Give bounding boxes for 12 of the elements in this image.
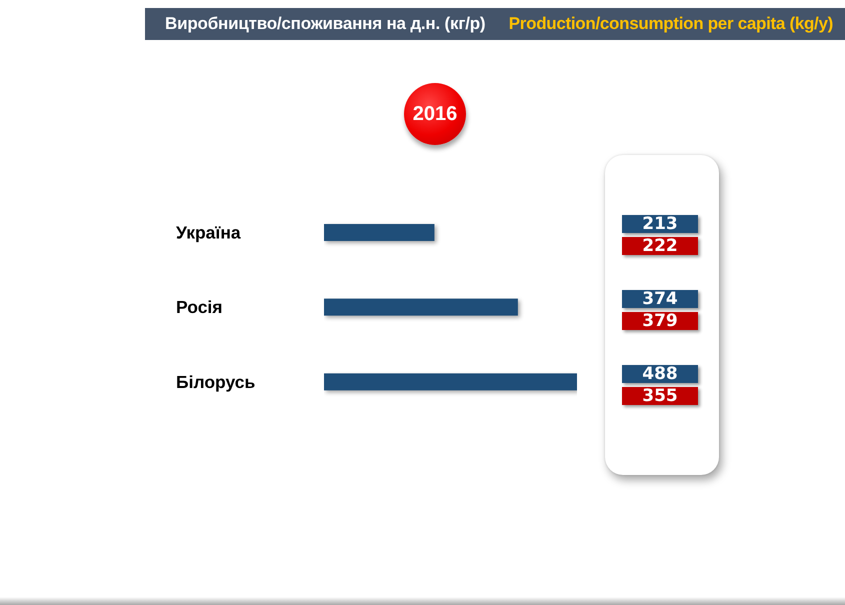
text: 2016 [412,102,458,126]
y-tick-label: Білорусь [176,372,256,392]
data-label: 213 [622,214,698,234]
y-tick-label: Україна [176,222,241,242]
data-label: 379 [622,311,698,331]
chart-title: Виробництво/споживання на д.н. (кг/р) [165,13,486,35]
text: Production/consumption per capita (kg/y) [508,13,833,35]
data-label: 222 [622,236,698,256]
y-tick-label: Росія [176,297,223,318]
data-label: 488 [622,364,698,384]
data-label: 374 [622,289,698,309]
data-label: 355 [622,386,698,406]
